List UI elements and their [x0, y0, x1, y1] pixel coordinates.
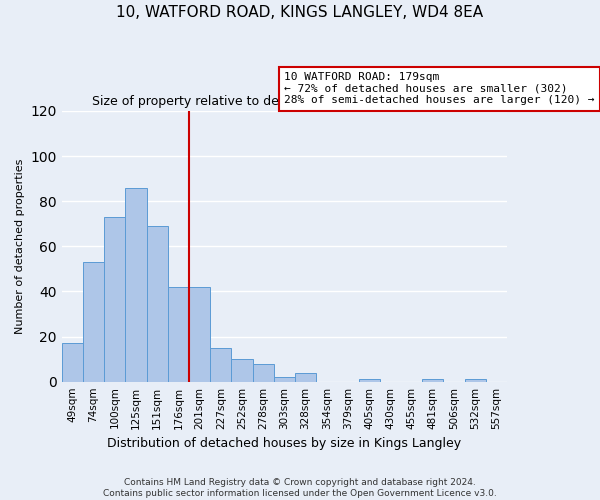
Text: Contains HM Land Registry data © Crown copyright and database right 2024.
Contai: Contains HM Land Registry data © Crown c… [103, 478, 497, 498]
Bar [464, 380, 486, 382]
Bar [359, 380, 380, 382]
Bar [83, 262, 104, 382]
Bar [253, 364, 274, 382]
Text: 10, WATFORD ROAD, KINGS LANGLEY, WD4 8EA: 10, WATFORD ROAD, KINGS LANGLEY, WD4 8EA [116, 5, 484, 20]
Bar [274, 377, 295, 382]
Bar [422, 380, 443, 382]
Bar [210, 348, 232, 382]
Bar [104, 217, 125, 382]
Bar [168, 287, 189, 382]
Bar [62, 344, 83, 382]
Bar [232, 359, 253, 382]
Bar [125, 188, 146, 382]
Bar [189, 287, 210, 382]
X-axis label: Distribution of detached houses by size in Kings Langley: Distribution of detached houses by size … [107, 437, 461, 450]
Bar [146, 226, 168, 382]
Y-axis label: Number of detached properties: Number of detached properties [15, 158, 25, 334]
Bar [295, 372, 316, 382]
Text: 10 WATFORD ROAD: 179sqm
← 72% of detached houses are smaller (302)
28% of semi-d: 10 WATFORD ROAD: 179sqm ← 72% of detache… [284, 72, 595, 106]
Title: Size of property relative to detached houses in Kings Langley: Size of property relative to detached ho… [92, 96, 477, 108]
